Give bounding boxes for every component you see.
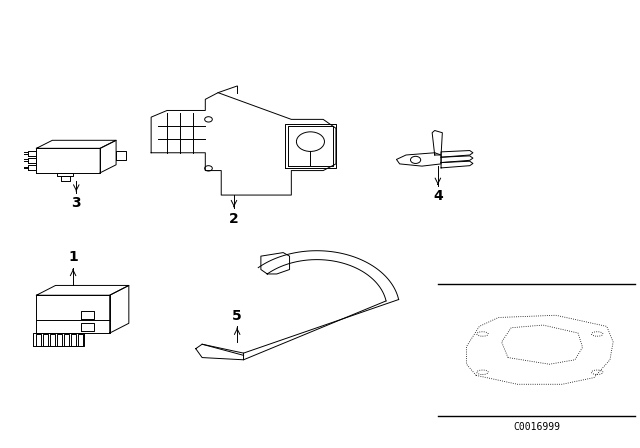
Text: C0016999: C0016999	[513, 422, 560, 432]
Text: 5: 5	[232, 309, 242, 323]
Text: 3: 3	[72, 196, 81, 210]
Text: 4: 4	[433, 189, 443, 203]
Text: 2: 2	[229, 211, 239, 225]
Text: 1: 1	[68, 250, 78, 264]
